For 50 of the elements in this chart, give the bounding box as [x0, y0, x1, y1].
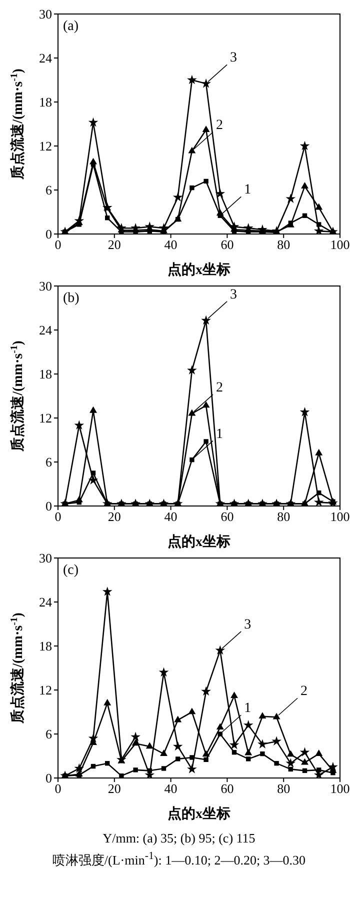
y-tick-label: 0 [46, 770, 52, 786]
y-tick-label: 30 [39, 6, 52, 22]
annotation: 1 [244, 182, 252, 198]
y-tick-label: 12 [39, 138, 52, 154]
chart-title: (c) [63, 563, 79, 578]
x-tick-label: 20 [108, 237, 121, 252]
y-tick-label: 6 [46, 726, 52, 742]
x-tick-label: 100 [330, 781, 350, 796]
x-tick-label: 100 [330, 237, 350, 252]
y-tick-label: 18 [39, 638, 52, 654]
annotation: 2 [216, 380, 223, 396]
y-tick-label: 24 [39, 594, 52, 610]
chart-title: (b) [63, 291, 80, 306]
y-tick-label: 18 [39, 366, 52, 382]
annotation: 3 [244, 617, 252, 632]
x-tick-label: 40 [164, 509, 178, 524]
y-tick-label: 6 [46, 182, 52, 198]
x-tick-label: 80 [277, 509, 290, 524]
y-tick-label: 18 [39, 94, 52, 110]
y-tick-label: 0 [46, 226, 52, 242]
y-tick-label: 24 [39, 322, 52, 338]
x-tick-label: 60 [220, 781, 234, 796]
x-tick-label: 20 [108, 509, 121, 524]
y-tick-label: 12 [39, 410, 52, 426]
x-tick-label: 40 [164, 781, 178, 796]
x-axis-title: 点的x坐标 [168, 534, 230, 550]
annotation: 3 [230, 50, 238, 66]
x-axis-title: 点的x坐标 [168, 806, 230, 822]
x-tick-label: 60 [220, 237, 234, 252]
y-tick-label: 6 [46, 454, 52, 470]
x-tick-label: 80 [277, 237, 290, 252]
text: Y/mm: (a) 35; (b) 95; (c) 115 [102, 829, 256, 846]
y-tick-label: 30 [39, 550, 52, 566]
y-tick-label: 24 [39, 50, 52, 66]
chart-title: (a) [63, 19, 79, 34]
y-tick-label: 30 [39, 278, 52, 294]
x-tick-label: 100 [330, 509, 350, 524]
text: 喷淋强度/(L·min$^{-1}$): 1—0.10; 2—0.20; 3—0.30 [51, 850, 307, 870]
x-tick-label: 40 [164, 237, 178, 252]
x-tick-label: 60 [220, 509, 234, 524]
annotation: 3 [230, 287, 238, 302]
x-tick-label: 80 [277, 781, 290, 796]
y-tick-label: 12 [39, 682, 52, 698]
y-tick-label: 0 [46, 498, 52, 514]
x-axis-title: 点的x坐标 [168, 262, 230, 278]
annotation: 1 [216, 426, 223, 442]
annotation: 1 [244, 701, 252, 716]
annotation: 2 [300, 684, 308, 700]
annotation: 2 [216, 118, 223, 134]
x-tick-label: 20 [108, 781, 121, 796]
